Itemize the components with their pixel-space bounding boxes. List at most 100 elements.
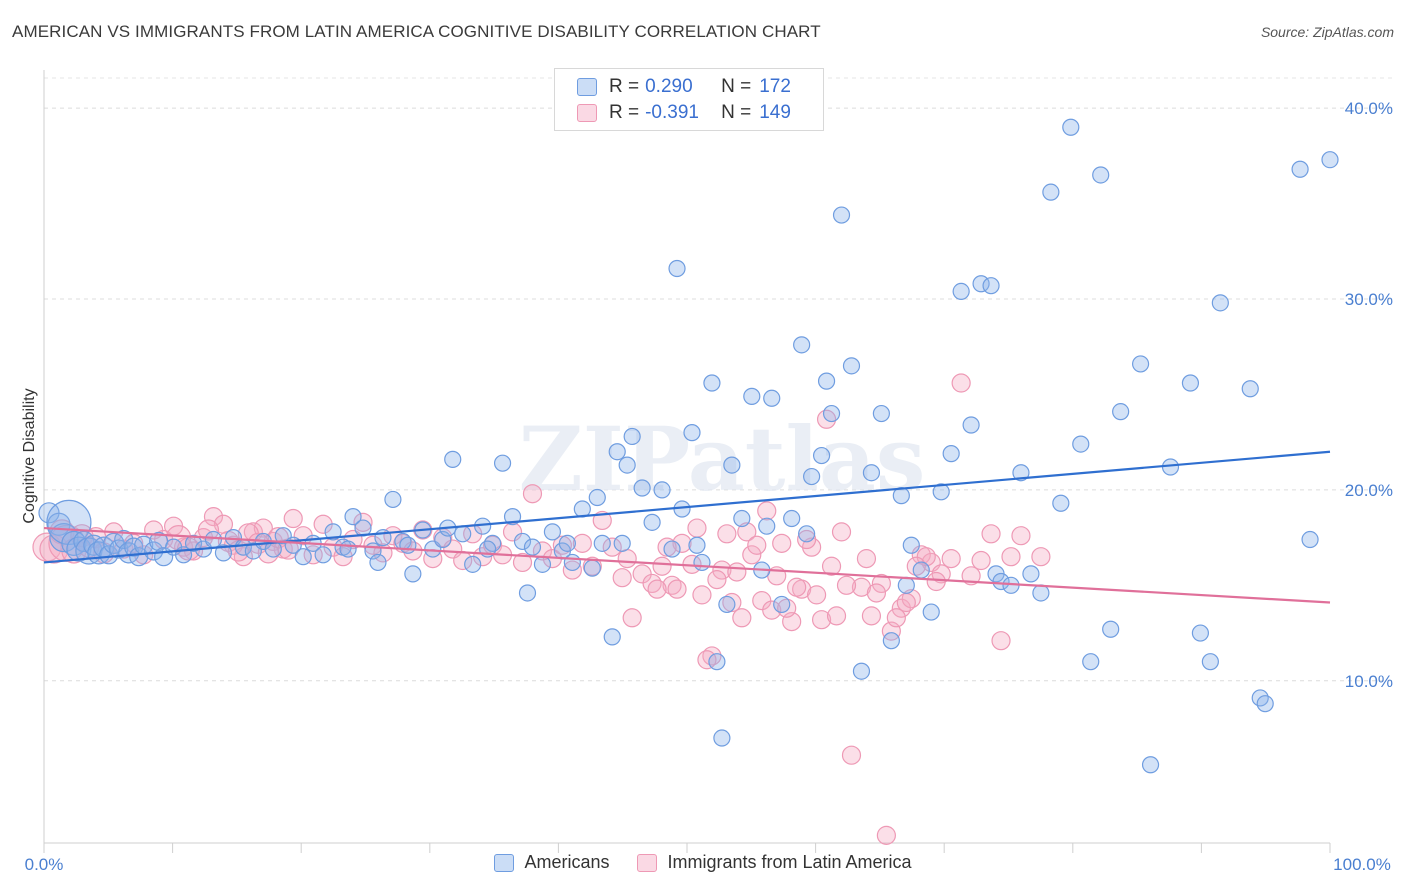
immigrants-point xyxy=(981,524,1001,544)
americans-point xyxy=(763,389,781,407)
legend-n-label: N = xyxy=(721,76,752,97)
americans-point xyxy=(623,427,641,446)
legend-swatch-immigrants xyxy=(577,104,597,122)
americans-point xyxy=(783,509,801,528)
immigrants-point xyxy=(926,571,946,592)
americans-point xyxy=(563,553,581,572)
americans-point xyxy=(384,490,402,509)
immigrants-point xyxy=(951,373,971,393)
immigrants-point xyxy=(871,573,891,594)
legend-label-immigrants: Immigrants from Latin America xyxy=(667,852,912,872)
americans-point xyxy=(103,532,125,554)
immigrants-point xyxy=(1031,547,1051,567)
americans-point xyxy=(793,336,811,354)
immigrants-point xyxy=(1011,526,1031,546)
immigrants-point xyxy=(722,592,742,613)
americans-point xyxy=(114,529,134,550)
immigrants-trend-line xyxy=(43,526,1331,604)
americans-point xyxy=(454,525,472,543)
immigrants-point xyxy=(991,631,1011,651)
immigrants-point xyxy=(203,507,224,527)
immigrants-point xyxy=(707,570,727,590)
americans-point xyxy=(1291,160,1309,178)
americans-point xyxy=(204,530,223,549)
americans-point xyxy=(324,523,342,541)
americans-point xyxy=(1102,620,1120,638)
immigrants-point xyxy=(692,585,712,605)
immigrants-point xyxy=(647,579,667,599)
legend-item-americans[interactable]: Americans xyxy=(494,852,609,873)
americans-point xyxy=(743,387,761,405)
legend-row-immigrants: R = -0.391 N = 149 xyxy=(577,101,791,125)
immigrants-point xyxy=(742,545,762,565)
immigrants-point xyxy=(876,825,896,845)
americans-point xyxy=(803,467,821,486)
americans-point xyxy=(339,540,357,558)
americans-point xyxy=(354,519,372,537)
americans-point xyxy=(369,553,387,572)
americans-point xyxy=(1092,166,1110,184)
immigrants-point xyxy=(602,537,622,557)
y-tick-label: 20.0% xyxy=(1345,481,1393,500)
americans-point xyxy=(992,572,1010,591)
immigrants-points xyxy=(32,373,1051,845)
y-axis-label: Cognitive Disability xyxy=(21,388,38,523)
americans-point xyxy=(798,525,816,543)
americans-point xyxy=(817,372,836,390)
immigrants-point xyxy=(687,518,707,538)
americans-point xyxy=(99,545,119,565)
americans-point xyxy=(603,628,621,646)
immigrants-point xyxy=(39,534,69,564)
immigrants-point xyxy=(856,549,877,569)
immigrants-point xyxy=(532,541,553,561)
americans-point xyxy=(942,445,960,463)
immigrants-point xyxy=(941,549,961,569)
americans-point xyxy=(214,544,233,562)
americans-point xyxy=(523,538,542,556)
americans-point xyxy=(294,548,312,566)
americans-point xyxy=(444,450,462,468)
americans-point xyxy=(713,729,731,747)
americans-point xyxy=(812,446,831,465)
source-label: Source: ZipAtlas.com xyxy=(1260,24,1394,40)
y-tick-label: 10.0% xyxy=(1345,672,1393,691)
immigrants-point xyxy=(866,583,887,603)
americans-point xyxy=(1131,355,1150,373)
immigrants-point xyxy=(283,508,303,529)
americans-point xyxy=(144,541,164,561)
americans-point xyxy=(758,517,776,535)
x-tick-label: 100.0% xyxy=(1333,855,1391,874)
americans-point xyxy=(822,404,841,423)
americans-point xyxy=(663,540,681,558)
americans-point xyxy=(708,653,726,671)
trend-lines xyxy=(43,450,1331,604)
americans-point xyxy=(962,416,980,434)
legend-swatch-immigrants xyxy=(637,853,658,872)
americans-point xyxy=(733,509,751,528)
americans-trend-line xyxy=(43,450,1331,564)
immigrants-point xyxy=(826,606,847,626)
americans-point xyxy=(653,481,671,499)
legend-n-label: N = xyxy=(721,102,752,123)
immigrants-point xyxy=(841,745,862,765)
americans-point xyxy=(1201,653,1219,671)
americans-point xyxy=(688,536,706,554)
americans-point xyxy=(902,536,920,554)
americans-point xyxy=(1052,494,1070,512)
americans-point xyxy=(464,555,482,573)
americans-point xyxy=(1042,183,1060,201)
americans-point xyxy=(404,565,422,583)
americans-point xyxy=(593,534,611,552)
immigrants-point xyxy=(831,522,852,542)
immigrants-point xyxy=(797,529,817,550)
x-tick-labels: 0.0% 100.0% xyxy=(25,855,1391,874)
americans-point xyxy=(723,456,741,474)
immigrants-point xyxy=(1001,547,1021,567)
americans-point xyxy=(1072,435,1090,453)
immigrants-point xyxy=(667,579,687,599)
immigrants-point xyxy=(961,566,981,586)
americans-point xyxy=(932,483,950,501)
americans-point xyxy=(1181,374,1200,392)
legend-item-immigrants[interactable]: Immigrants from Latin America xyxy=(637,852,912,873)
americans-point xyxy=(668,259,686,278)
